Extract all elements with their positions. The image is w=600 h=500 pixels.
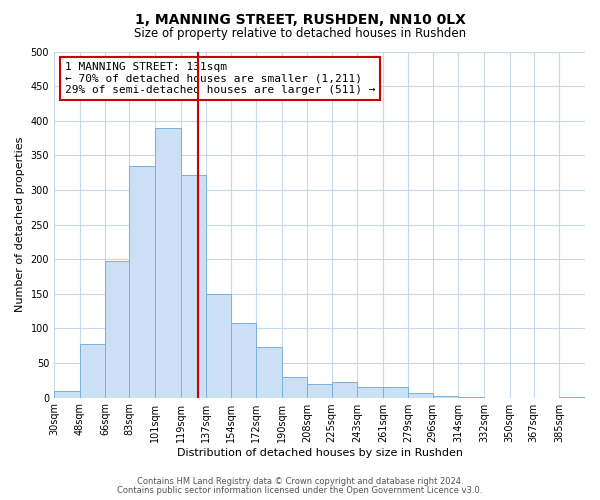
Bar	[181, 174, 206, 398]
Bar	[54, 390, 80, 398]
Bar	[458, 397, 484, 398]
Bar	[559, 397, 585, 398]
Bar	[357, 387, 383, 398]
Bar	[130, 166, 155, 398]
Bar	[383, 387, 409, 398]
Bar	[256, 347, 282, 398]
Bar	[206, 294, 230, 398]
Bar	[155, 128, 181, 398]
Bar	[409, 392, 433, 398]
Text: Size of property relative to detached houses in Rushden: Size of property relative to detached ho…	[134, 28, 466, 40]
Text: Contains public sector information licensed under the Open Government Licence v3: Contains public sector information licen…	[118, 486, 482, 495]
X-axis label: Distribution of detached houses by size in Rushden: Distribution of detached houses by size …	[176, 448, 463, 458]
Text: Contains HM Land Registry data © Crown copyright and database right 2024.: Contains HM Land Registry data © Crown c…	[137, 477, 463, 486]
Bar	[433, 396, 458, 398]
Bar	[307, 384, 332, 398]
Text: 1, MANNING STREET, RUSHDEN, NN10 0LX: 1, MANNING STREET, RUSHDEN, NN10 0LX	[134, 12, 466, 26]
Bar	[230, 323, 256, 398]
Bar	[105, 261, 130, 398]
Bar	[332, 382, 357, 398]
Text: 1 MANNING STREET: 131sqm
← 70% of detached houses are smaller (1,211)
29% of sem: 1 MANNING STREET: 131sqm ← 70% of detach…	[65, 62, 375, 95]
Bar	[80, 344, 105, 398]
Bar	[282, 377, 307, 398]
Y-axis label: Number of detached properties: Number of detached properties	[15, 137, 25, 312]
